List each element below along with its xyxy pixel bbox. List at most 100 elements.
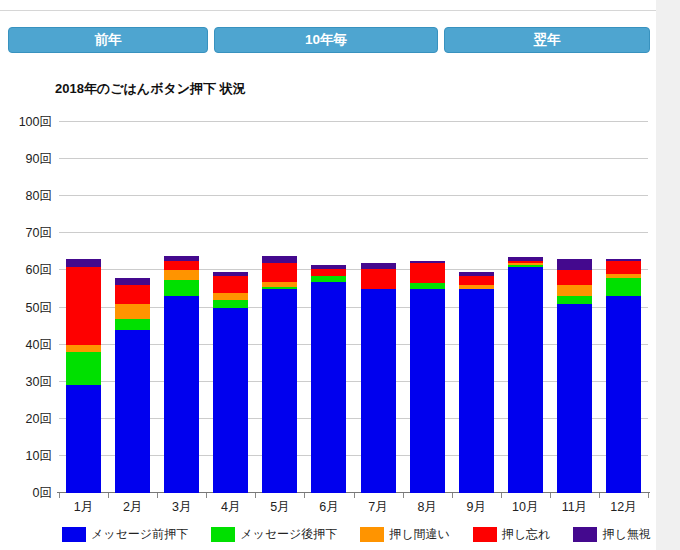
bar-segment: [262, 287, 297, 289]
right-gutter: [656, 0, 680, 550]
x-axis-tick: [599, 493, 600, 498]
bar-segment: [213, 293, 248, 300]
bar-segment: [311, 265, 346, 269]
x-axis-tick-label: 4月: [206, 499, 255, 516]
y-axis-tick-label: 30回: [0, 374, 52, 390]
x-axis-tick-label: 2月: [108, 499, 157, 516]
bar-segment: [164, 270, 199, 279]
legend-swatch: [473, 527, 497, 542]
bar-segment: [115, 285, 150, 304]
y-axis-tick-label: 20回: [0, 411, 52, 427]
bar-segment: [410, 283, 445, 289]
legend-swatch: [573, 527, 597, 542]
gridline: [59, 121, 648, 122]
bar-segment: [213, 276, 248, 293]
bar-segment: [557, 259, 592, 270]
x-axis-tick-label: 3月: [157, 499, 206, 516]
x-axis-tick-label: 12月: [599, 499, 648, 516]
legend-swatch: [62, 527, 86, 542]
x-axis-tick-label: 10月: [501, 499, 550, 516]
bar-segment: [508, 263, 543, 265]
legend-item: 押し忘れ: [473, 526, 551, 543]
bar-segment: [66, 352, 101, 385]
year-toolbar: 前年 10年毎 翌年: [8, 27, 650, 53]
x-axis-tick: [403, 493, 404, 498]
bar-segment: [115, 319, 150, 330]
bar-segment: [410, 263, 445, 283]
bar-segment: [213, 308, 248, 494]
decade-button[interactable]: 10年毎: [214, 27, 438, 53]
legend-label: メッセージ前押下: [91, 526, 188, 543]
bar-segment: [262, 256, 297, 263]
bar-segment: [164, 256, 199, 262]
gridline: [59, 158, 648, 159]
bar-segment: [557, 285, 592, 296]
bar-segment: [606, 296, 641, 493]
x-axis-labels: 1月2月3月4月5月6月7月8月9月10月11月12月: [59, 499, 648, 515]
legend-swatch: [360, 527, 384, 542]
gridline: [59, 195, 648, 196]
bar-segment: [213, 300, 248, 307]
y-axis-tick-label: 10回: [0, 448, 52, 464]
bar-segment: [557, 304, 592, 493]
bar-segment: [115, 304, 150, 319]
bar-segment: [361, 289, 396, 493]
bar-segment: [262, 282, 297, 288]
bar-segment: [66, 385, 101, 493]
bar-segment: [606, 274, 641, 278]
bar-segment: [115, 330, 150, 493]
x-axis-tick: [354, 493, 355, 498]
x-axis-tick-label: 11月: [550, 499, 599, 516]
bar-segment: [311, 276, 346, 282]
x-axis-tick-label: 7月: [354, 499, 403, 516]
y-axis-tick-label: 80回: [0, 188, 52, 204]
bar-segment: [262, 263, 297, 282]
y-axis-labels: 0回10回20回30回40回50回60回70回80回90回100回: [0, 122, 52, 493]
bar-segment: [508, 265, 543, 267]
x-axis-tick: [59, 493, 60, 498]
bar-segment: [508, 267, 543, 493]
bar-segment: [606, 259, 641, 261]
plot-area: [59, 122, 648, 493]
bar-segment: [410, 289, 445, 493]
gridline: [59, 232, 648, 233]
chart-title: 2018年のごはんボタン押下 状況: [55, 80, 246, 98]
top-divider: [0, 10, 680, 11]
bar-segment: [508, 261, 543, 263]
bar-segment: [66, 345, 101, 352]
legend-item: 押し無視: [573, 526, 650, 543]
x-axis-tick: [157, 493, 158, 498]
bar-segment: [66, 259, 101, 266]
bar-segment: [115, 278, 150, 285]
x-axis-tick: [648, 493, 649, 498]
chart-legend: メッセージ前押下 メッセージ後押下 押し間違い 押し忘れ 押し無視: [62, 526, 674, 543]
x-axis-tick-label: 6月: [304, 499, 353, 516]
next-year-button[interactable]: 翌年: [444, 27, 650, 53]
legend-label: 押し間違い: [389, 526, 450, 543]
y-axis-tick-label: 60回: [0, 262, 52, 278]
bar-segment: [606, 261, 641, 274]
bar-segment: [410, 261, 445, 263]
bar-segment: [557, 270, 592, 285]
y-axis-tick-label: 90回: [0, 151, 52, 167]
y-axis-tick-label: 50回: [0, 300, 52, 316]
legend-item: メッセージ前押下: [62, 526, 188, 543]
bar-segment: [164, 261, 199, 270]
bar-segment: [66, 267, 101, 345]
bar-segment: [164, 296, 199, 493]
x-axis-tick: [206, 493, 207, 498]
legend-label: 押し忘れ: [502, 526, 551, 543]
bar-segment: [459, 272, 494, 276]
legend-item: メッセージ後押下: [211, 526, 337, 543]
bar-segment: [508, 257, 543, 261]
bar-segment: [262, 289, 297, 493]
bar-segment: [557, 296, 592, 303]
bar-segment: [213, 272, 248, 276]
x-axis-tick: [255, 493, 256, 498]
x-axis-tick-label: 9月: [452, 499, 501, 516]
x-axis-tick-label: 5月: [255, 499, 304, 516]
prev-year-button[interactable]: 前年: [8, 27, 208, 53]
bar-segment: [164, 280, 199, 297]
x-axis-tick: [501, 493, 502, 498]
chart-panel: 2018年のごはんボタン押下 状況 0回10回20回30回40回50回60回70…: [0, 60, 656, 550]
